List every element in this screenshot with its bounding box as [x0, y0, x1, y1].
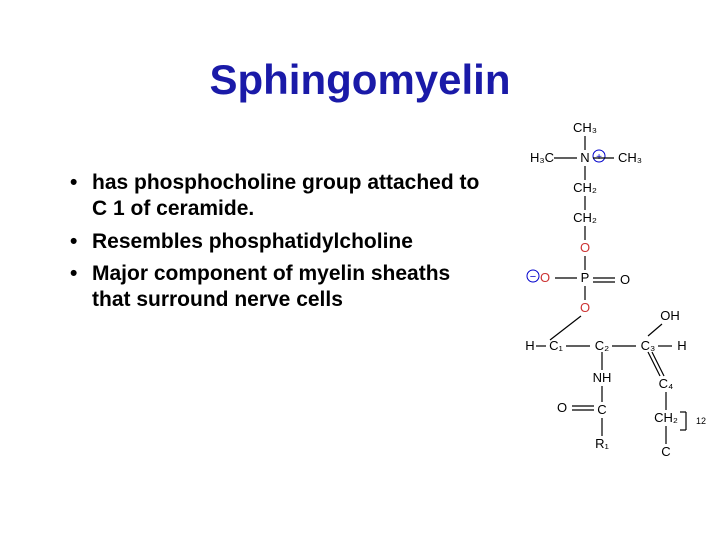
svg-text:CH₂: CH₂ — [573, 210, 597, 225]
svg-text:12: 12 — [696, 416, 706, 426]
svg-text:−: − — [530, 271, 536, 283]
bullet-list: has phosphocholine group attached to C 1… — [70, 170, 490, 319]
svg-text:O: O — [580, 300, 590, 315]
svg-text:CH₃: CH₃ — [573, 120, 597, 135]
svg-text:CH₃: CH₃ — [618, 150, 642, 165]
svg-text:NH: NH — [593, 370, 612, 385]
svg-text:CH₂: CH₂ — [573, 180, 597, 195]
svg-text:CH₂: CH₂ — [654, 410, 678, 425]
list-item: Resembles phosphatidylcholine — [70, 229, 490, 255]
svg-text:C: C — [597, 402, 606, 417]
svg-text:P: P — [581, 270, 590, 285]
chemical-structure: CH₃N+H₃CCH₃CH₂CH₂OPOO−OHC₁C₂C₃HOHNHCOR₁C… — [490, 120, 710, 500]
slide-title: Sphingomyelin — [0, 56, 720, 104]
svg-text:H₃C: H₃C — [530, 150, 554, 165]
svg-text:O: O — [557, 400, 567, 415]
svg-text:C₄: C₄ — [659, 376, 674, 391]
svg-text:O: O — [540, 270, 550, 285]
svg-text:OH: OH — [660, 308, 680, 323]
svg-text:C₂: C₂ — [595, 338, 609, 353]
list-item: Major component of myelin sheaths that s… — [70, 261, 490, 314]
svg-text:C₃: C₃ — [641, 338, 656, 353]
svg-text:C₁: C₁ — [549, 338, 563, 353]
svg-text:N: N — [580, 150, 589, 165]
svg-text:O: O — [580, 240, 590, 255]
list-item: has phosphocholine group attached to C 1… — [70, 170, 490, 223]
svg-text:H: H — [525, 338, 534, 353]
svg-text:R₁: R₁ — [595, 436, 609, 451]
svg-text:H: H — [677, 338, 686, 353]
svg-text:C: C — [661, 444, 670, 459]
svg-text:O: O — [620, 272, 630, 287]
